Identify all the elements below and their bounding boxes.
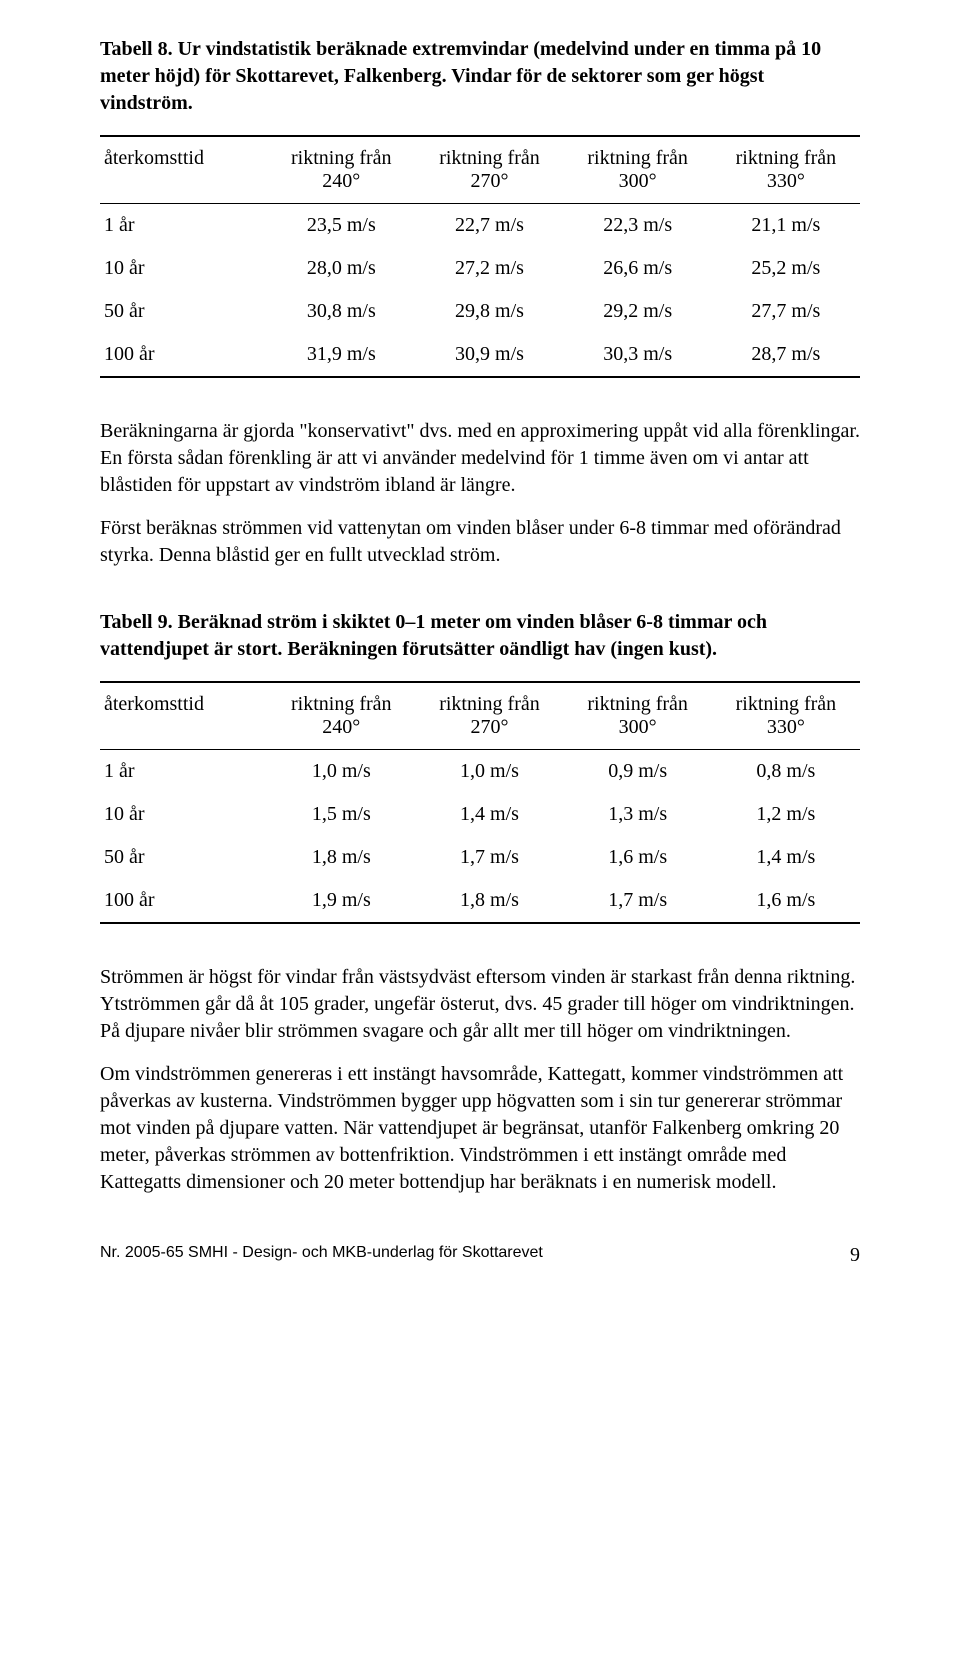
- table9-header-c2-line1: riktning från: [419, 693, 559, 716]
- table8-header-c0: återkomsttid: [100, 136, 267, 204]
- table9-header-c4: riktning från 330°: [712, 682, 860, 750]
- table9-header-c3-line1: riktning från: [568, 693, 708, 716]
- cell: 25,2 m/s: [712, 247, 860, 290]
- table9-header-row: återkomsttid riktning från 240° riktning…: [100, 682, 860, 750]
- cell: 28,0 m/s: [267, 247, 415, 290]
- paragraph-3: Strömmen är högst för vindar från västsy…: [100, 964, 860, 1045]
- cell: 1,7 m/s: [564, 879, 712, 923]
- cell: 50 år: [100, 290, 267, 333]
- table9-header-c3: riktning från 300°: [564, 682, 712, 750]
- table9-header-c2: riktning från 270°: [415, 682, 563, 750]
- cell: 1 år: [100, 204, 267, 248]
- cell: 28,7 m/s: [712, 333, 860, 377]
- page-footer: Nr. 2005-65 SMHI - Design- och MKB-under…: [100, 1244, 860, 1267]
- table8-header-c4: riktning från 330°: [712, 136, 860, 204]
- cell: 1 år: [100, 750, 267, 794]
- cell: 100 år: [100, 333, 267, 377]
- cell: 22,3 m/s: [564, 204, 712, 248]
- table9-header-c1-line1: riktning från: [271, 693, 411, 716]
- cell: 1,8 m/s: [267, 836, 415, 879]
- table8-header-c1-line1: riktning från: [271, 147, 411, 170]
- table8-header-c3: riktning från 300°: [564, 136, 712, 204]
- table9-header-c4-line2: 330°: [716, 716, 856, 739]
- table8-header-c1: riktning från 240°: [267, 136, 415, 204]
- cell: 29,2 m/s: [564, 290, 712, 333]
- table-row: 1 år 23,5 m/s 22,7 m/s 22,3 m/s 21,1 m/s: [100, 204, 860, 248]
- paragraph-4: Om vindströmmen genereras i ett instängt…: [100, 1061, 860, 1196]
- table8-header-c4-line2: 330°: [716, 170, 856, 193]
- table9-caption: Tabell 9. Beräknad ström i skiktet 0–1 m…: [100, 609, 860, 663]
- cell: 1,8 m/s: [415, 879, 563, 923]
- cell: 30,8 m/s: [267, 290, 415, 333]
- table8-header-row: återkomsttid riktning från 240° riktning…: [100, 136, 860, 204]
- table-row: 50 år 30,8 m/s 29,8 m/s 29,2 m/s 27,7 m/…: [100, 290, 860, 333]
- cell: 100 år: [100, 879, 267, 923]
- cell: 1,5 m/s: [267, 793, 415, 836]
- cell: 30,3 m/s: [564, 333, 712, 377]
- paragraph-2: Först beräknas strömmen vid vattenytan o…: [100, 515, 860, 569]
- cell: 27,7 m/s: [712, 290, 860, 333]
- table8: återkomsttid riktning från 240° riktning…: [100, 135, 860, 378]
- cell: 1,0 m/s: [415, 750, 563, 794]
- cell: 1,7 m/s: [415, 836, 563, 879]
- cell: 29,8 m/s: [415, 290, 563, 333]
- table8-header-c1-line2: 240°: [271, 170, 411, 193]
- page-number: 9: [850, 1244, 860, 1267]
- table-row: 100 år 1,9 m/s 1,8 m/s 1,7 m/s 1,6 m/s: [100, 879, 860, 923]
- cell: 23,5 m/s: [267, 204, 415, 248]
- table8-header-c2: riktning från 270°: [415, 136, 563, 204]
- table9-header-c4-line1: riktning från: [716, 693, 856, 716]
- table8-header-c2-line1: riktning från: [419, 147, 559, 170]
- cell: 50 år: [100, 836, 267, 879]
- cell: 26,6 m/s: [564, 247, 712, 290]
- cell: 1,6 m/s: [564, 836, 712, 879]
- table8-header-c3-line2: 300°: [568, 170, 708, 193]
- cell: 31,9 m/s: [267, 333, 415, 377]
- cell: 27,2 m/s: [415, 247, 563, 290]
- table-row: 50 år 1,8 m/s 1,7 m/s 1,6 m/s 1,4 m/s: [100, 836, 860, 879]
- cell: 1,4 m/s: [415, 793, 563, 836]
- table8-header-c2-line2: 270°: [419, 170, 559, 193]
- table9-header-c1-line2: 240°: [271, 716, 411, 739]
- cell: 1,6 m/s: [712, 879, 860, 923]
- table-row: 10 år 28,0 m/s 27,2 m/s 26,6 m/s 25,2 m/…: [100, 247, 860, 290]
- table8-caption: Tabell 8. Ur vindstatistik beräknade ext…: [100, 36, 860, 117]
- document-page: Tabell 8. Ur vindstatistik beräknade ext…: [0, 0, 960, 1307]
- cell: 21,1 m/s: [712, 204, 860, 248]
- cell: 1,9 m/s: [267, 879, 415, 923]
- cell: 0,8 m/s: [712, 750, 860, 794]
- table9: återkomsttid riktning från 240° riktning…: [100, 681, 860, 924]
- cell: 1,0 m/s: [267, 750, 415, 794]
- cell: 1,3 m/s: [564, 793, 712, 836]
- cell: 10 år: [100, 793, 267, 836]
- table8-header-c4-line1: riktning från: [716, 147, 856, 170]
- table-row: 100 år 31,9 m/s 30,9 m/s 30,3 m/s 28,7 m…: [100, 333, 860, 377]
- table9-header-c0: återkomsttid: [100, 682, 267, 750]
- table9-header-c1: riktning från 240°: [267, 682, 415, 750]
- paragraph-1: Beräkningarna är gjorda "konservativt" d…: [100, 418, 860, 499]
- table8-header-c3-line1: riktning från: [568, 147, 708, 170]
- cell: 0,9 m/s: [564, 750, 712, 794]
- cell: 22,7 m/s: [415, 204, 563, 248]
- table-row: 10 år 1,5 m/s 1,4 m/s 1,3 m/s 1,2 m/s: [100, 793, 860, 836]
- cell: 1,2 m/s: [712, 793, 860, 836]
- table9-header-c3-line2: 300°: [568, 716, 708, 739]
- footer-left: Nr. 2005-65 SMHI - Design- och MKB-under…: [100, 1244, 543, 1267]
- table9-header-c2-line2: 270°: [419, 716, 559, 739]
- cell: 10 år: [100, 247, 267, 290]
- cell: 30,9 m/s: [415, 333, 563, 377]
- table-row: 1 år 1,0 m/s 1,0 m/s 0,9 m/s 0,8 m/s: [100, 750, 860, 794]
- cell: 1,4 m/s: [712, 836, 860, 879]
